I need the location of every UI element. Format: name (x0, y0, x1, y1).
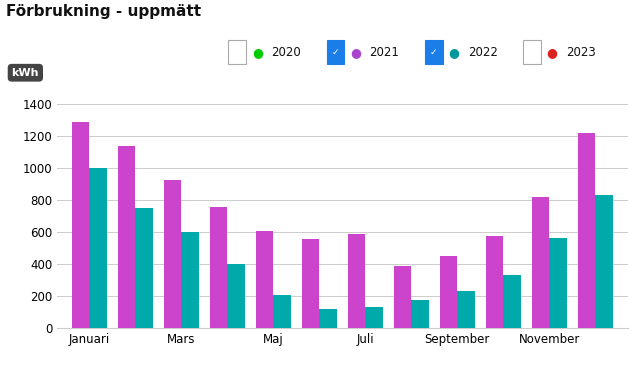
Bar (320, 309, 337, 328)
Bar (532, 197, 550, 328)
Bar (503, 276, 521, 328)
Text: 2022: 2022 (468, 46, 498, 59)
Bar (135, 209, 153, 328)
Text: ●: ● (252, 46, 263, 59)
Bar (365, 307, 383, 328)
Bar (440, 256, 457, 328)
Bar (273, 295, 291, 328)
Bar (181, 232, 199, 328)
Bar (210, 207, 228, 328)
Bar (89, 168, 107, 328)
Bar (256, 231, 273, 328)
Text: kWh: kWh (11, 68, 39, 78)
Bar (550, 238, 567, 328)
Bar (595, 195, 613, 328)
Bar (164, 179, 181, 328)
Bar (228, 264, 245, 328)
Bar (394, 266, 411, 328)
Bar (118, 146, 135, 328)
Text: Förbrukning - uppmätt: Förbrukning - uppmätt (6, 4, 202, 19)
Text: ●: ● (350, 46, 361, 59)
Bar (457, 291, 475, 328)
Text: 2020: 2020 (271, 46, 301, 59)
Bar (302, 239, 320, 328)
Bar (411, 300, 429, 328)
Bar (578, 133, 595, 328)
Text: 2023: 2023 (566, 46, 596, 59)
Bar (486, 236, 503, 328)
Bar (72, 122, 89, 328)
Text: 2021: 2021 (370, 46, 399, 59)
Bar (348, 234, 365, 328)
Text: ●: ● (547, 46, 558, 59)
Text: ●: ● (448, 46, 460, 59)
Text: ✓: ✓ (332, 48, 339, 57)
Text: ✓: ✓ (430, 48, 437, 57)
